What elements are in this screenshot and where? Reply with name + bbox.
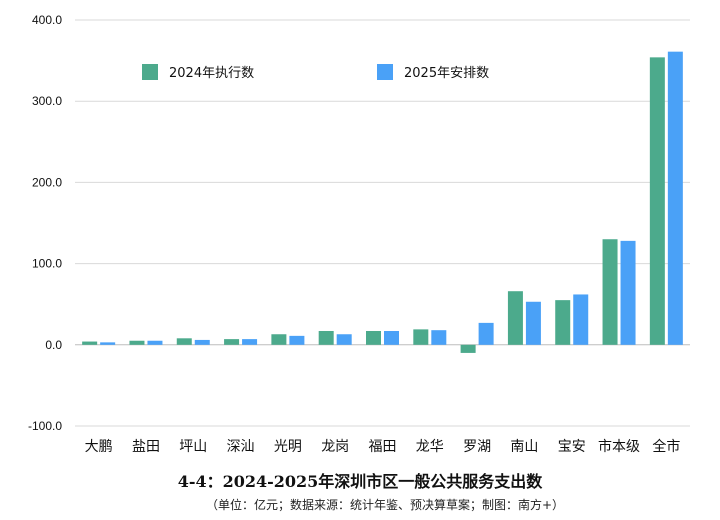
x-tick-label: 坪山 [179,439,207,455]
bar-series2 [194,339,210,345]
bar-series2 [242,339,258,345]
y-tick-label: 100.0 [32,257,62,271]
bar-series1 [413,329,429,345]
chart: -100.0 0.0 100.0 200.0 300.0 400.0 大鹏 盐田 坪山 深汕 光明 龙… [28,13,690,455]
legend-label: 2025年安排数 [404,66,489,81]
bar-series2 [336,334,352,345]
bar-series1 [507,291,523,345]
bar-series1 [129,340,145,345]
x-tick-label: 盐田 [132,439,160,455]
bar-series2 [289,335,305,345]
legend-swatch [377,64,393,80]
y-tick-label: 300.0 [32,94,62,108]
bar-series1 [318,330,334,345]
x-tick-label: 罗湖 [463,439,491,455]
bar-series1 [176,338,192,345]
bar-series2 [573,294,589,345]
bar-series1 [224,339,240,345]
x-tick-label: 龙岗 [321,439,349,455]
bar-series1 [82,341,98,345]
bar-series1 [649,57,665,345]
bar-series2 [620,240,636,345]
x-tick-label: 南山 [510,439,538,455]
x-tick-label: 宝安 [558,439,586,455]
bar-series2 [478,322,494,345]
bar-series2 [431,330,447,345]
x-tick-label: 全市 [652,438,680,455]
x-tick-label: 深汕 [227,439,255,455]
bar-series2 [667,51,683,345]
bar-series1 [366,330,381,345]
bar-series2 [100,342,116,345]
y-tick-label: 400.0 [32,13,62,27]
bar-series1 [460,344,476,353]
y-tick-label: 0.0 [45,338,62,352]
chart-subtitle: （单位：亿元；数据来源：统计年鉴、预决算草案；制图：南方+） [205,498,565,512]
chart-title: 4-4：2024-2025年深圳市区一般公共服务支出数 [177,472,543,491]
legend-label: 2024年执行数 [169,66,254,81]
bar-series1 [602,239,618,345]
x-tick-label: 大鹏 [85,439,113,455]
bar-series1 [555,300,571,345]
x-tick-label: 龙华 [416,439,444,455]
x-tick-label: 市本级 [598,438,640,455]
x-tick-label: 光明 [274,439,302,455]
bar-series2 [147,340,163,345]
bar-series2 [384,330,399,345]
y-tick-label: 200.0 [32,175,62,189]
legend-swatch [142,64,158,80]
bar-series1 [271,334,287,345]
bar-series2 [525,301,541,345]
y-tick-label: -100.0 [28,419,62,433]
x-tick-label: 福田 [369,439,397,455]
